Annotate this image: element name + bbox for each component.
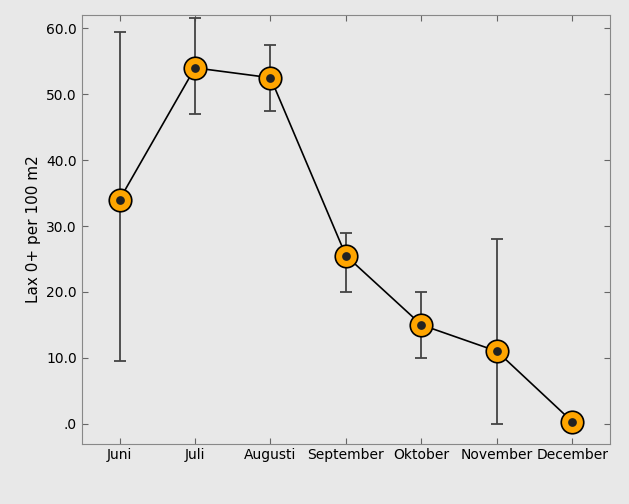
Y-axis label: Lax 0+ per 100 m2: Lax 0+ per 100 m2 xyxy=(26,155,41,303)
